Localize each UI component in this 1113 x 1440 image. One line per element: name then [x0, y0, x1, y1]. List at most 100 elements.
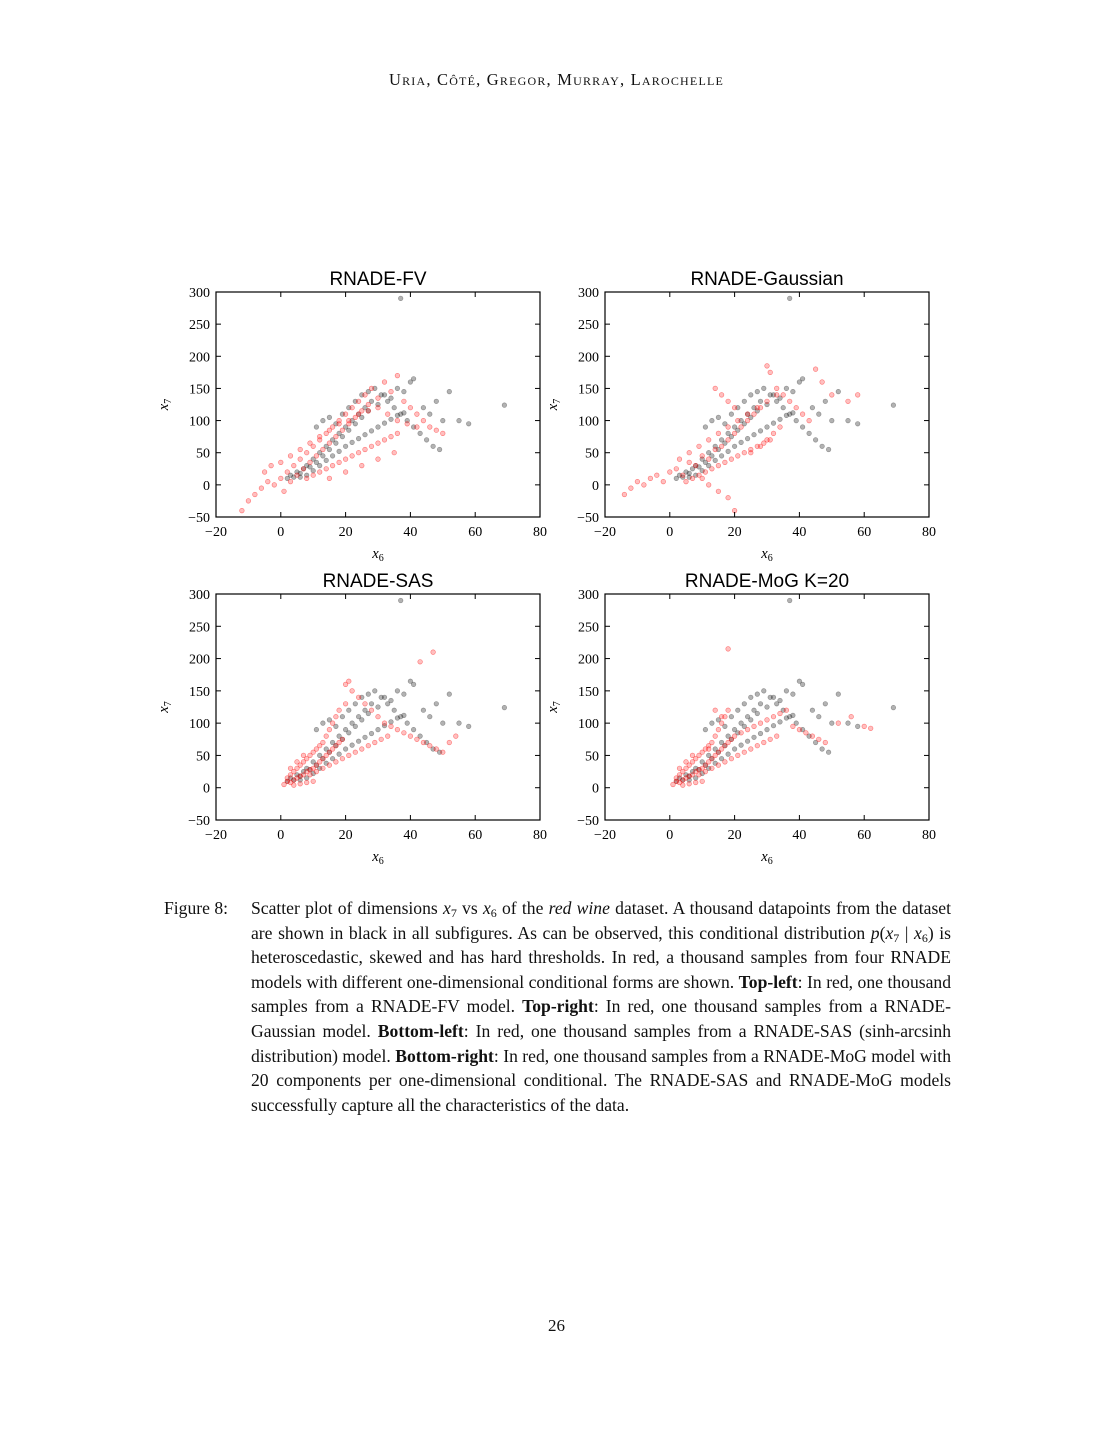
y-tick-label: 300 [189, 588, 210, 603]
sample-point [741, 450, 747, 456]
data-point [349, 742, 355, 748]
data-point [456, 418, 462, 424]
data-point [398, 597, 404, 604]
data-point [748, 414, 754, 421]
sample-point [401, 398, 407, 404]
sample-point [829, 392, 835, 398]
y-tick-label: −50 [188, 511, 210, 526]
data-point [712, 457, 718, 464]
sample-point [394, 418, 401, 424]
data-point [757, 701, 764, 707]
sample-point [754, 405, 760, 411]
sample-point [381, 379, 388, 385]
sample-point [754, 443, 760, 449]
sample-point [699, 778, 705, 784]
data-point [757, 730, 764, 737]
page-number: 26 [548, 1316, 565, 1335]
data-point [394, 385, 401, 392]
data-point [806, 430, 812, 437]
sample-point [317, 469, 323, 475]
caption-part: ( [879, 922, 886, 943]
sample-point [365, 408, 371, 414]
sample-point [281, 781, 287, 788]
y-tick-label: 100 [189, 717, 210, 732]
data-point [330, 739, 336, 746]
data-point [362, 405, 368, 411]
sample-point [313, 762, 320, 768]
data-point [433, 701, 439, 707]
data-point [712, 746, 718, 752]
sample-point [706, 746, 712, 752]
x-axis-label: x6 [371, 546, 383, 564]
data-point [796, 379, 803, 385]
caption-part: 7 [450, 906, 457, 920]
sample-point [680, 472, 686, 478]
sample-point [725, 437, 731, 443]
sample-point [731, 405, 738, 411]
sample-point [310, 765, 316, 771]
caption-part: 7 [893, 930, 900, 945]
x-tick-label: 20 [728, 828, 742, 843]
y-tick-label: 200 [189, 350, 210, 365]
data-point [774, 701, 780, 707]
data-point [738, 742, 744, 748]
sample-point [245, 498, 251, 504]
y-tick-label: 200 [189, 653, 210, 668]
axes-frame [604, 593, 930, 821]
sample-point [809, 733, 816, 739]
sample-point [712, 752, 718, 759]
data-point [825, 446, 832, 453]
sample-point [725, 646, 731, 652]
x-axis-label-sub: 6 [379, 856, 384, 867]
data-point [741, 723, 747, 730]
data-point [307, 464, 313, 470]
data-point [793, 720, 799, 726]
sample-point [310, 443, 316, 449]
sample-point [725, 707, 731, 713]
x-axis-label-sub: 6 [379, 553, 384, 564]
x-axis-label-var: x [371, 849, 379, 865]
data-point [365, 389, 371, 395]
data-point [731, 746, 738, 752]
data-point [378, 392, 384, 398]
sample-point [291, 782, 297, 788]
sample-point [822, 739, 828, 746]
sample-point [744, 411, 751, 417]
panel-title: RNADE-Gaussian [690, 269, 843, 290]
data-point [401, 712, 407, 719]
y-tick-label: −50 [577, 814, 599, 829]
sample-point [359, 463, 365, 469]
sample-point [725, 739, 731, 746]
data-point [709, 418, 715, 424]
data-point [385, 398, 391, 404]
x-tick-label: −20 [594, 828, 616, 843]
data-point [343, 443, 349, 449]
data-point [790, 410, 796, 416]
sample-point [738, 730, 744, 736]
sample-point [764, 717, 770, 723]
x-tick-label: 40 [792, 828, 806, 843]
sample-point [420, 739, 427, 746]
sample-point [388, 723, 394, 730]
data-point [751, 734, 757, 740]
data-point [790, 389, 796, 395]
data-point [754, 691, 760, 697]
caption-part: vs [456, 898, 483, 918]
sample-point [693, 463, 699, 469]
caption-part: x [914, 922, 922, 943]
sample-point [287, 479, 294, 485]
sample-point [349, 453, 355, 459]
sample-point [268, 463, 274, 469]
data-point [388, 697, 394, 704]
sample-point [414, 411, 420, 417]
sample-point [689, 759, 696, 765]
data-point [317, 463, 323, 469]
sample-point [333, 743, 339, 749]
data-point [398, 411, 404, 417]
data-point [855, 421, 861, 427]
sample-point [336, 459, 342, 466]
data-point [320, 418, 326, 424]
x-tick-label: 80 [922, 525, 936, 540]
data-point [799, 424, 806, 430]
data-point [799, 681, 806, 688]
